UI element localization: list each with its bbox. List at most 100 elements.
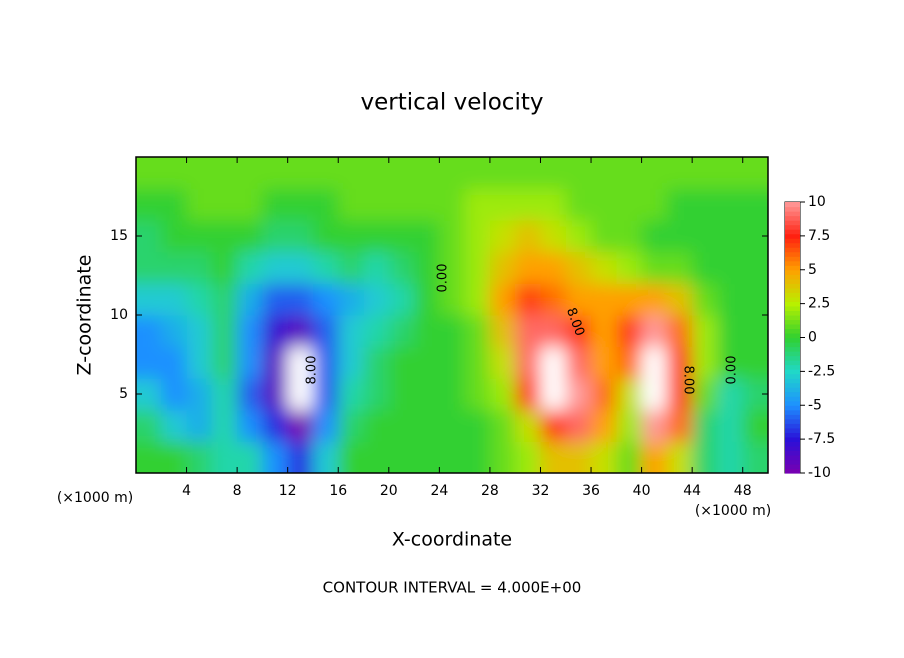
cell [287, 346, 314, 379]
cell [666, 251, 693, 284]
cell [717, 220, 744, 253]
y-tick-label: 5 [119, 386, 128, 402]
cell [439, 283, 466, 316]
cell [186, 251, 213, 284]
colorbar-step [785, 463, 800, 470]
cell [262, 251, 289, 284]
colorbar-step [785, 260, 800, 266]
cell [464, 441, 491, 473]
cell [414, 441, 440, 473]
cell [186, 346, 213, 379]
colorbar-step [785, 391, 800, 397]
cell [692, 251, 718, 284]
cell [717, 283, 744, 316]
cell [515, 220, 541, 253]
cell [439, 378, 466, 411]
cell [237, 157, 263, 190]
colorbar-step [785, 441, 800, 447]
colorbar-step [785, 445, 800, 452]
cell [211, 441, 238, 473]
y-tick-label: 10 [110, 307, 128, 323]
cell [464, 346, 491, 379]
cell [237, 378, 263, 411]
cell [515, 188, 541, 221]
cell [692, 378, 718, 411]
cell [388, 315, 415, 348]
cell [136, 283, 162, 316]
cell [388, 157, 415, 190]
cell [237, 441, 263, 473]
cell [338, 283, 365, 316]
cell [211, 346, 238, 379]
cell [666, 346, 693, 379]
cell [540, 441, 567, 473]
cell [211, 188, 238, 221]
cell [641, 251, 668, 284]
cell [666, 441, 693, 473]
x-unit: (×1000 m) [57, 490, 133, 506]
cell [414, 157, 440, 190]
cell [692, 157, 718, 190]
colorbar-step [785, 224, 800, 230]
cell [439, 188, 466, 221]
cell [464, 378, 491, 411]
colorbar-tick-label: 0 [808, 330, 817, 346]
cell [211, 220, 238, 253]
cell [692, 283, 718, 316]
colorbar-step [785, 418, 800, 424]
cell [338, 251, 365, 284]
cell [136, 409, 162, 442]
cell [161, 409, 188, 442]
cell [591, 220, 617, 253]
cell [540, 378, 567, 411]
cell [237, 220, 263, 253]
colorbar-step [785, 310, 800, 316]
cell [616, 315, 643, 348]
cell [186, 315, 213, 348]
x-tick-label: 48 [734, 483, 752, 499]
cell [262, 378, 289, 411]
colorbar-step [785, 378, 800, 384]
x-tick-label: 28 [481, 483, 499, 499]
cell [742, 441, 768, 473]
cell [742, 315, 768, 348]
colorbar-step [785, 296, 800, 302]
colorbar-step [785, 314, 800, 321]
cell [338, 220, 365, 253]
cell [338, 157, 365, 190]
cell [363, 315, 390, 348]
cell [489, 409, 516, 442]
x-tick-label: 36 [582, 483, 600, 499]
cell [186, 283, 213, 316]
cell [591, 283, 617, 316]
cell [439, 346, 466, 379]
cell [414, 251, 440, 284]
cell [211, 378, 238, 411]
cell [616, 220, 643, 253]
cell [136, 188, 162, 221]
cell [363, 283, 390, 316]
colorbar-step [785, 283, 800, 289]
cell [591, 251, 617, 284]
cell [464, 283, 491, 316]
colorbar-step [785, 215, 800, 221]
colorbar-step [785, 400, 800, 406]
cell [540, 346, 567, 379]
colorbar-tick-label: -7.5 [808, 431, 835, 447]
cell [489, 378, 516, 411]
cell [312, 220, 339, 253]
cell [616, 409, 643, 442]
colorbar-step [785, 396, 800, 402]
cell [540, 283, 567, 316]
cell [742, 251, 768, 284]
cell [161, 441, 188, 473]
cell [515, 378, 541, 411]
cell [439, 220, 466, 253]
field [136, 157, 768, 473]
x-tick-label: 16 [329, 483, 347, 499]
cell [464, 188, 491, 221]
cell [742, 409, 768, 442]
cell [312, 346, 339, 379]
cell [666, 409, 693, 442]
cell [439, 409, 466, 442]
